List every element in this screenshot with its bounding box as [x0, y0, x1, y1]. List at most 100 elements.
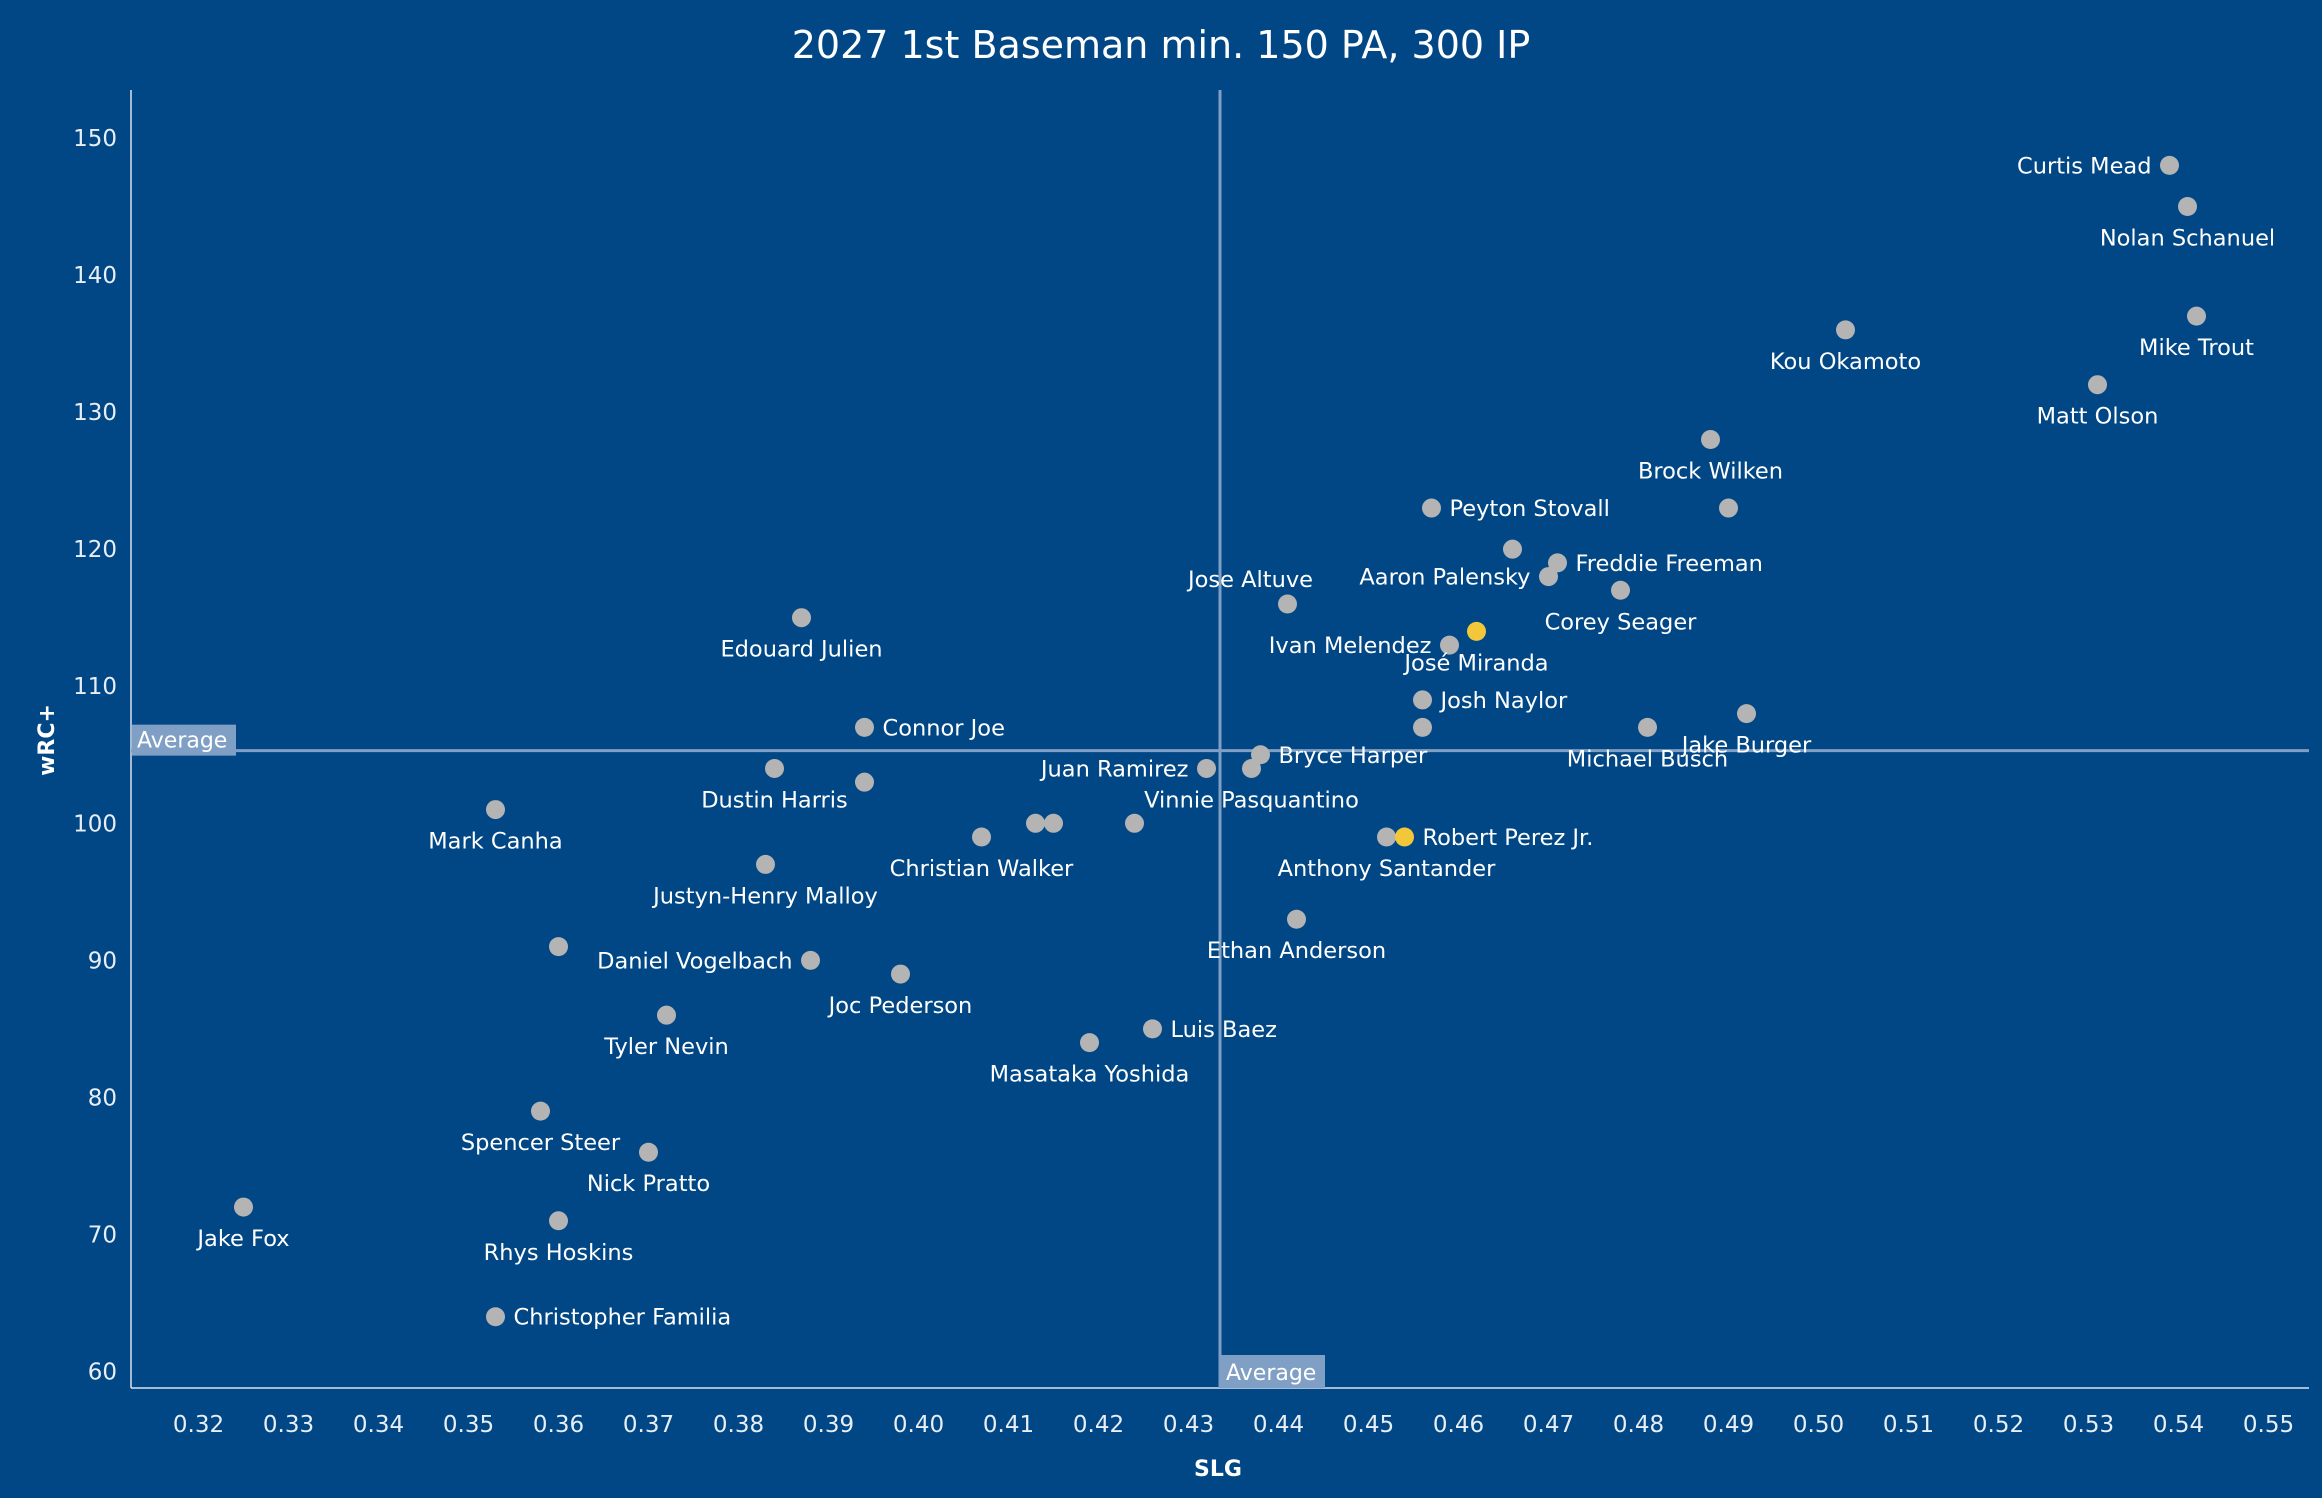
- data-label: Ivan Melendez: [1269, 633, 1432, 659]
- x-tick-label: 0.55: [2243, 1412, 2294, 1438]
- data-point: [891, 964, 910, 984]
- y-tick-labels: 60 70 80 90 100 110 120 130 140 150: [73, 126, 117, 1386]
- y-tick-label: 80: [88, 1085, 117, 1111]
- average-x-label-box: [1221, 1355, 1325, 1388]
- data-point: [2160, 155, 2179, 175]
- data-label: Edouard Julien: [720, 637, 882, 663]
- x-tick-label: 0.53: [2063, 1412, 2114, 1438]
- x-tick-label: 0.51: [1883, 1412, 1934, 1438]
- data-label: Christopher Familia: [514, 1305, 732, 1331]
- data-point: [1377, 827, 1396, 847]
- data-label: Rhys Hoskins: [484, 1240, 634, 1266]
- y-tick-label: 60: [88, 1360, 117, 1386]
- x-tick-label: 0.40: [893, 1412, 944, 1438]
- x-tick-label: 0.46: [1433, 1412, 1484, 1438]
- data-point: [1719, 498, 1738, 518]
- data-point: [1395, 827, 1414, 847]
- data-label: Mark Canha: [428, 829, 562, 855]
- data-label: Daniel Vogelbach: [597, 948, 792, 974]
- y-tick-label: 140: [73, 263, 117, 289]
- data-label: Freddie Freeman: [1576, 551, 1763, 577]
- y-tick-label: 100: [73, 811, 117, 837]
- data-point: [1080, 1033, 1099, 1053]
- data-label: Ethan Anderson: [1207, 938, 1386, 964]
- data-point: [1422, 498, 1441, 518]
- data-label: Matt Olson: [2037, 404, 2159, 430]
- data-point: [1251, 745, 1270, 765]
- data-point: [2178, 197, 2197, 217]
- data-point: [1440, 635, 1459, 655]
- data-label: Brock Wilken: [1638, 459, 1783, 485]
- data-point: [1044, 813, 1063, 833]
- reference-lines: Average Average: [131, 90, 2309, 1388]
- data-point: [756, 854, 775, 874]
- data-label: Luis Baez: [1171, 1017, 1277, 1043]
- chart-title: 2027 1st Baseman min. 150 PA, 300 IP: [792, 23, 1531, 67]
- data-label: Nick Pratto: [587, 1171, 710, 1197]
- data-point: [1701, 430, 1720, 450]
- x-tick-label: 0.47: [1523, 1412, 1574, 1438]
- data-point: [1413, 690, 1432, 710]
- average-y-label: Average: [137, 729, 227, 754]
- y-tick-label: 130: [73, 400, 117, 426]
- data-point: [1026, 813, 1045, 833]
- x-tick-label: 0.45: [1343, 1412, 1394, 1438]
- x-tick-label: 0.50: [1793, 1412, 1844, 1438]
- data-label: Robert Perez Jr.: [1423, 825, 1594, 851]
- data-point: [1548, 553, 1567, 573]
- data-point: [1242, 758, 1261, 778]
- data-point: [486, 1307, 505, 1327]
- data-point: [2187, 306, 2206, 326]
- x-tick-label: 0.35: [443, 1412, 494, 1438]
- data-label: Jake Fox: [195, 1226, 289, 1252]
- data-point: [855, 717, 874, 737]
- data-point: [1503, 539, 1522, 559]
- x-tick-label: 0.43: [1163, 1412, 1214, 1438]
- x-tick-label: 0.44: [1253, 1412, 1304, 1438]
- data-label: Nolan Schanuel: [2100, 226, 2275, 252]
- y-tick-label: 120: [73, 537, 117, 563]
- average-y-label-box: [132, 724, 236, 756]
- data-point: [1611, 580, 1630, 600]
- data-label: Jake Burger: [1680, 733, 1812, 759]
- data-label: Curtis Mead: [2017, 153, 2152, 179]
- data-point: [765, 758, 784, 778]
- y-axis-title: wRC+: [35, 704, 60, 776]
- x-tick-label: 0.39: [803, 1412, 854, 1438]
- y-tick-label: 110: [73, 674, 117, 700]
- x-tick-label: 0.52: [1973, 1412, 2024, 1438]
- data-label: Kou Okamoto: [1770, 349, 1921, 375]
- data-label: Aaron Palensky: [1359, 565, 1530, 591]
- y-tick-label: 150: [73, 126, 117, 152]
- data-point: [1278, 594, 1297, 614]
- data-point: [1638, 717, 1657, 737]
- x-tick-label: 0.42: [1073, 1412, 1124, 1438]
- data-point: [1737, 704, 1756, 724]
- data-label: Jose Altuve: [1186, 567, 1313, 593]
- data-label: Spencer Steer: [461, 1130, 621, 1156]
- data-label: Juan Ramirez: [1039, 756, 1189, 782]
- data-point: [657, 1005, 676, 1025]
- data-point: [1836, 320, 1855, 340]
- data-label: Dustin Harris: [701, 787, 848, 813]
- data-point: [234, 1197, 253, 1217]
- data-point: [801, 950, 820, 970]
- data-point: [1413, 717, 1432, 737]
- data-point: [531, 1101, 550, 1121]
- data-label: Bryce Harper: [1279, 743, 1428, 769]
- data-point: [792, 608, 811, 628]
- data-point: [972, 827, 991, 847]
- data-point: [486, 800, 505, 820]
- x-tick-label: 0.33: [263, 1412, 314, 1438]
- x-tick-label: 0.49: [1703, 1412, 1754, 1438]
- x-tick-label: 0.48: [1613, 1412, 1664, 1438]
- data-label: José Miranda: [1402, 650, 1548, 676]
- x-tick-label: 0.36: [533, 1412, 584, 1438]
- data-point: [1467, 621, 1486, 641]
- data-point: [2088, 375, 2107, 395]
- data-label: Michael Busch: [1567, 746, 1728, 772]
- data-label: Christian Walker: [890, 856, 1074, 882]
- x-tick-label: 0.34: [353, 1412, 404, 1438]
- data-labels: Curtis Mead Nolan Schanuel Mike Trout Kou O…: [195, 153, 2275, 1330]
